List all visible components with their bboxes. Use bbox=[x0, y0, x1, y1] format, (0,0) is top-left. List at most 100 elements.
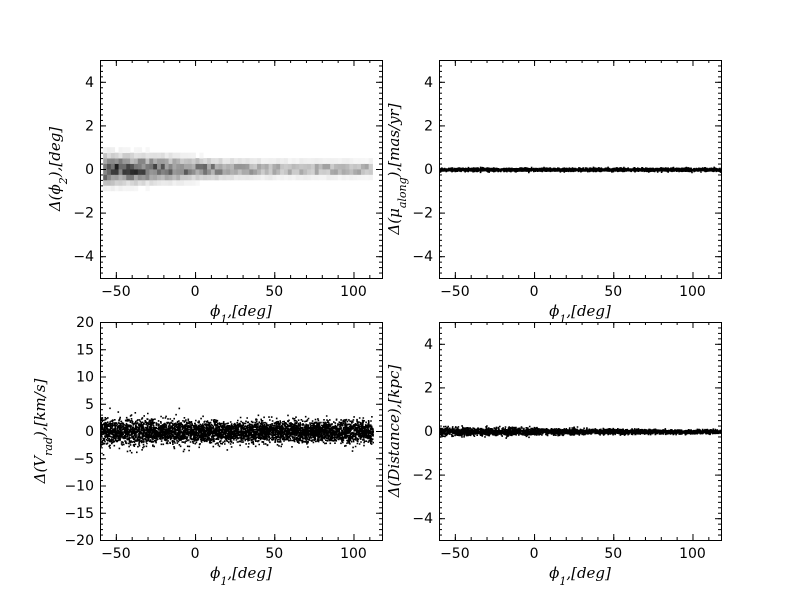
heatmap-cell bbox=[160, 179, 166, 186]
heatmap-cell bbox=[360, 163, 366, 170]
heatmap-cell bbox=[122, 152, 127, 159]
subplot-mu-along-residual: −50 0 50 100 −4 −2 0 2 4 ϕ1,[deg] Δ(μalong),[ma… bbox=[385, 60, 722, 326]
y-axis-label-text: Δ(Distance),[kpc] bbox=[385, 365, 403, 499]
heatmap-cell bbox=[107, 152, 112, 159]
y-tick-label: 0 bbox=[85, 424, 94, 440]
heatmap-cell bbox=[260, 163, 266, 170]
heatmap-cell bbox=[122, 169, 127, 175]
heatmap-cell bbox=[164, 174, 169, 181]
heatmap-cell bbox=[218, 163, 223, 170]
heatmap-cell bbox=[180, 179, 185, 186]
heatmap-cell bbox=[130, 169, 135, 175]
heatmap-cell bbox=[341, 169, 346, 175]
heatmap-cell bbox=[103, 163, 108, 170]
heatmap-cell bbox=[214, 158, 219, 164]
heatmap-cell bbox=[172, 174, 177, 181]
heatmap-cell bbox=[322, 158, 327, 164]
x-tick-labels: −50 0 50 100 bbox=[440, 284, 706, 300]
heatmap-cell bbox=[107, 179, 112, 186]
x-tick-label: 50 bbox=[604, 284, 622, 300]
x-tick-label: 50 bbox=[265, 546, 283, 562]
y-tick-label: 4 bbox=[424, 75, 433, 91]
heatmap-cell bbox=[183, 158, 189, 164]
distance-scatter-marks bbox=[439, 425, 721, 439]
heatmap-cell bbox=[295, 169, 300, 175]
heatmap-cell bbox=[268, 169, 273, 175]
heatmap-cell bbox=[245, 163, 250, 170]
x-tick-label: 100 bbox=[340, 284, 367, 300]
heatmap-cell bbox=[107, 169, 112, 175]
subplot-phi2-residual: −50 0 50 100 −4 −2 0 2 4 ϕ1,[deg] Δ(ϕ2),[deg] bbox=[46, 60, 383, 326]
heatmap-cell bbox=[168, 179, 173, 186]
heatmap-cell bbox=[280, 158, 285, 164]
heatmap-cell bbox=[299, 158, 304, 164]
heatmap-cell bbox=[110, 169, 116, 175]
heatmap-cell bbox=[349, 158, 354, 164]
heatmap-cell bbox=[257, 174, 262, 181]
heatmap-cell bbox=[268, 163, 273, 170]
heatmap-cell bbox=[145, 169, 150, 175]
heatmap-cell bbox=[133, 163, 139, 170]
heatmap-cell bbox=[291, 169, 296, 175]
heatmap-cell bbox=[364, 169, 370, 175]
y-tick-label: −2 bbox=[412, 468, 433, 484]
mu-along-scatter-marks bbox=[439, 166, 721, 174]
heatmap-cell bbox=[353, 163, 358, 170]
heatmap-cell bbox=[299, 163, 304, 170]
heatmap-cell bbox=[118, 163, 123, 170]
heatmap-cell bbox=[199, 152, 204, 159]
heatmap-cell bbox=[222, 169, 227, 175]
x-axis-label-text: ϕ1,[deg] bbox=[549, 564, 611, 588]
heatmap-cell bbox=[114, 174, 119, 181]
heatmap-cell bbox=[110, 174, 116, 181]
heatmap-cell bbox=[353, 174, 358, 181]
y-tick-label: −2 bbox=[412, 206, 433, 222]
y-tick-label: 5 bbox=[85, 397, 94, 413]
y-tick-label: 2 bbox=[424, 118, 433, 134]
heatmap-cell bbox=[153, 163, 158, 170]
heatmap-cell bbox=[245, 158, 250, 164]
heatmap-cell bbox=[318, 169, 323, 175]
heatmap-cell bbox=[322, 163, 327, 170]
heatmap-cell bbox=[153, 152, 158, 159]
heatmap-cell bbox=[141, 163, 146, 170]
heatmap-cell bbox=[230, 169, 235, 175]
heatmap-cell bbox=[276, 158, 281, 164]
heatmap-cell bbox=[260, 169, 266, 175]
heatmap-cell bbox=[130, 158, 135, 164]
x-axis-label-text: ϕ1,[deg] bbox=[210, 564, 272, 588]
heatmap-cell bbox=[214, 169, 219, 175]
heatmap-cell bbox=[157, 152, 162, 159]
heatmap-cell bbox=[160, 169, 166, 175]
heatmap-cell bbox=[322, 169, 327, 175]
heatmap-cell bbox=[249, 163, 254, 170]
heatmap-cell bbox=[233, 169, 239, 175]
heatmap-cell bbox=[114, 158, 119, 164]
heatmap-cell bbox=[295, 163, 300, 170]
heatmap-cell bbox=[314, 163, 320, 170]
heatmap-cell bbox=[145, 185, 150, 192]
heatmap-cell bbox=[280, 163, 285, 170]
heatmap-cell bbox=[299, 169, 304, 175]
heatmap-cell bbox=[195, 158, 200, 164]
heatmap-cell bbox=[118, 185, 123, 192]
heatmap-cell bbox=[210, 174, 216, 181]
heatmap-cell bbox=[230, 158, 235, 164]
heatmap-cell bbox=[222, 174, 227, 181]
heatmap-cell bbox=[253, 158, 258, 164]
heatmap-cell bbox=[353, 169, 358, 175]
heatmap-cell bbox=[187, 169, 193, 175]
heatmap-cell bbox=[349, 163, 354, 170]
heatmap-cell bbox=[157, 174, 162, 181]
heatmap-cell bbox=[334, 163, 339, 170]
heatmap-cell bbox=[337, 174, 343, 181]
heatmap-cell bbox=[118, 169, 123, 175]
heatmap-cell bbox=[210, 158, 216, 164]
ticks bbox=[100, 322, 382, 541]
heatmap-cell bbox=[368, 163, 373, 170]
heatmap-cell bbox=[153, 158, 158, 164]
heatmap-cell bbox=[287, 174, 293, 181]
heatmap-cell bbox=[103, 158, 108, 164]
heatmap-cell bbox=[307, 169, 312, 175]
